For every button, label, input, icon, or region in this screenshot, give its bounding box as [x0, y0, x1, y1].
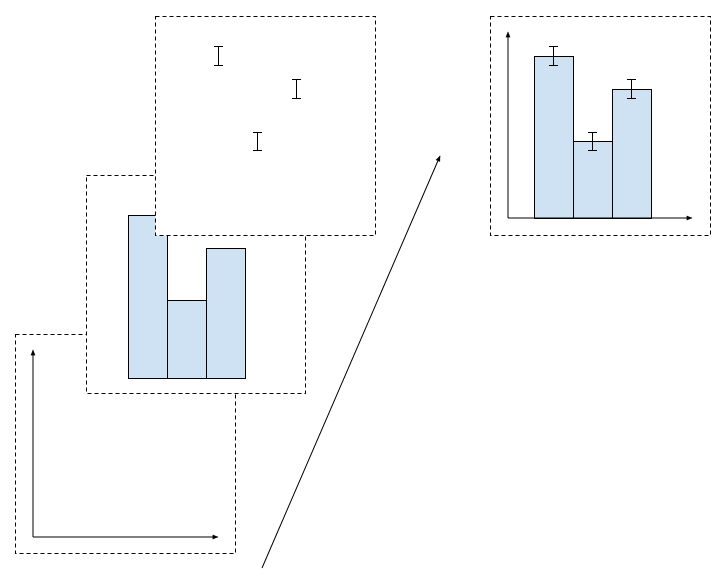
bar — [167, 300, 207, 379]
compose-arrow — [261, 155, 441, 569]
error-bar — [214, 46, 223, 66]
bar — [206, 248, 246, 379]
error-bar — [292, 79, 301, 99]
error-bar — [549, 46, 558, 66]
error-bar — [588, 132, 597, 151]
layer-frame — [155, 16, 376, 236]
bar — [128, 215, 168, 379]
bar — [573, 141, 613, 219]
bar — [612, 89, 652, 219]
error-bar — [627, 79, 636, 99]
bar — [534, 56, 574, 219]
composed-chart — [490, 16, 711, 236]
error-bars-layer — [155, 16, 376, 236]
error-bar — [253, 132, 262, 151]
